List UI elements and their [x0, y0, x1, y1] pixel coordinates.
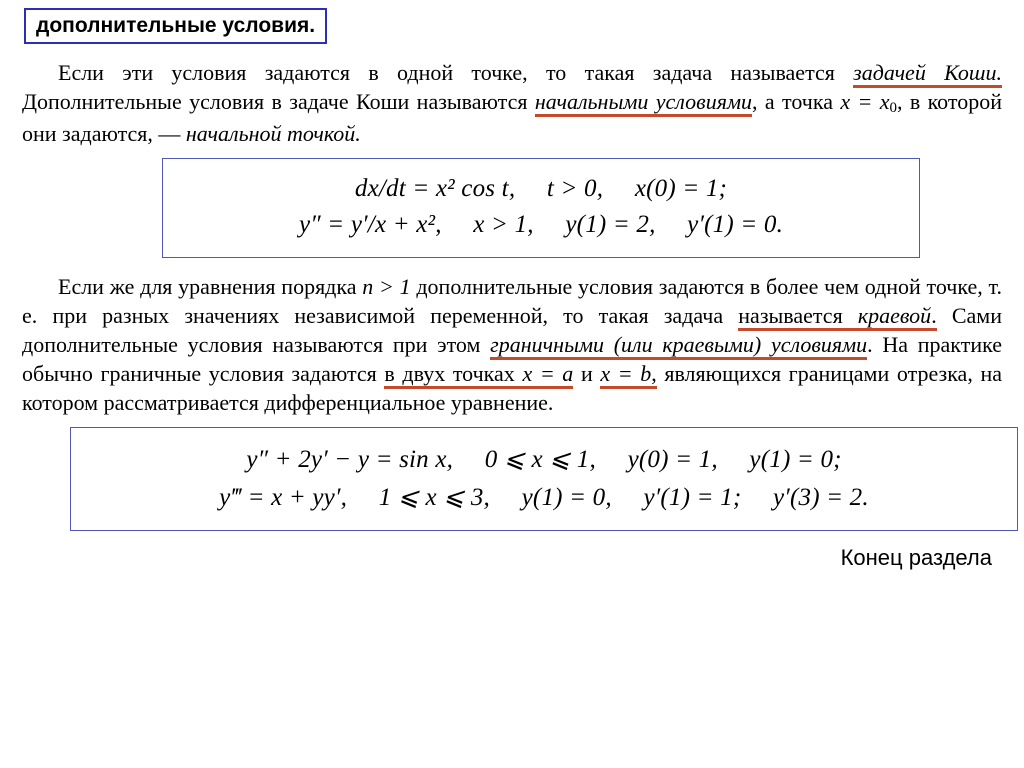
paragraph-boundary: Если же для уравнения порядка n > 1 допо… [22, 272, 1002, 417]
p1-italic-initial-point: начальной точкой. [186, 121, 361, 146]
p1-text-c: , а точка [752, 89, 840, 114]
p2-underline-boundary-cond: граничными (или краевыми) условиями [490, 332, 867, 357]
title-box: дополнительные условия. [24, 8, 327, 44]
p2-text-a: Если же для уравнения порядка [58, 274, 362, 299]
equation-box-cauchy: dx/dt = x² cos t, t > 0, x(0) = 1; y″ = … [162, 158, 920, 258]
p2-underline-x-b: x = b, [600, 361, 656, 386]
section-end-label: Конец раздела [22, 545, 992, 571]
p2-underline-boundary: называется краевой. [738, 303, 936, 328]
p1-text-a: Если эти условия задаются в одной точке,… [58, 60, 853, 85]
p2-math-n-gt-1: n > 1 [362, 274, 410, 299]
eq2-line1: y″ + 2y′ − y = sin x, 0 ⩽ x ⩽ 1, y(0) = … [89, 440, 999, 478]
p1-text-b: Дополнительные условия в задаче Коши наз… [22, 89, 535, 114]
p1-underline-cauchy: задачей Коши. [853, 60, 1002, 85]
p1-underline-initial-cond: на­чальными условиями [535, 89, 752, 114]
eq1-line2: y″ = y′/x + x², x > 1, y(1) = 2, y′(1) =… [181, 207, 901, 243]
p1-math-x-x0: x = x0 [840, 89, 897, 114]
eq1-line1: dx/dt = x² cos t, t > 0, x(0) = 1; [181, 171, 901, 207]
eq2-line2: y‴ = x + yy′, 1 ⩽ x ⩽ 3, y(1) = 0, y′(1)… [89, 478, 999, 516]
p2-underline-two-points: в двух точках x = a [384, 361, 573, 386]
p2-text-e: и [573, 361, 600, 386]
equation-box-boundary: y″ + 2y′ − y = sin x, 0 ⩽ x ⩽ 1, y(0) = … [70, 427, 1018, 531]
paragraph-cauchy: Если эти условия задаются в одной точке,… [22, 58, 1002, 148]
title-text: дополнительные условия. [36, 14, 315, 37]
